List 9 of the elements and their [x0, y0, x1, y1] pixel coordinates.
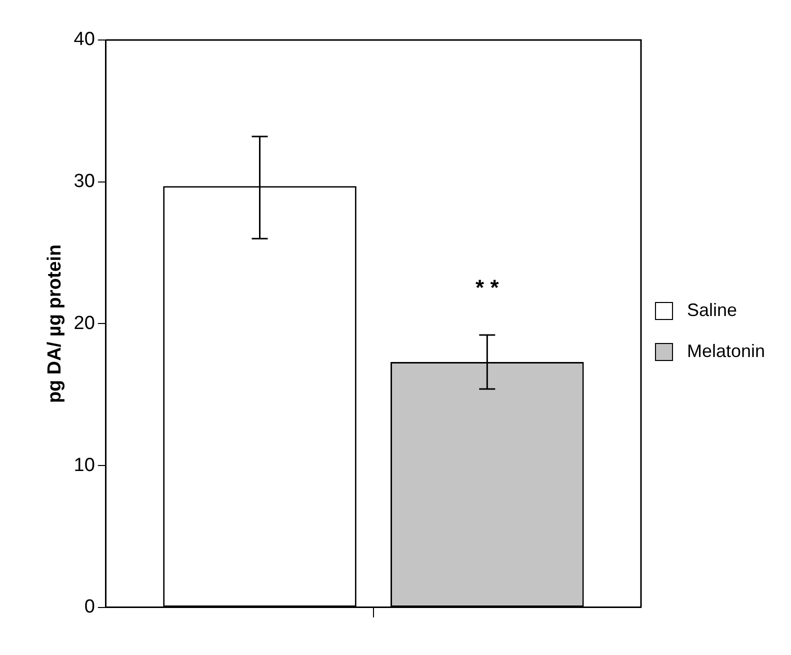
legend-label: Melatonin — [687, 341, 766, 362]
y-tick-label: 0 — [84, 596, 95, 618]
y-tick-label: 10 — [74, 454, 95, 476]
y-tick-label: 20 — [74, 312, 95, 334]
y-axis-title: pg DA/ µg protein — [44, 244, 66, 404]
annotation: * * — [476, 275, 500, 300]
text: Saline — [687, 300, 738, 321]
y-tick-label: 30 — [74, 171, 95, 192]
y-tick-label: 40 — [74, 29, 95, 50]
